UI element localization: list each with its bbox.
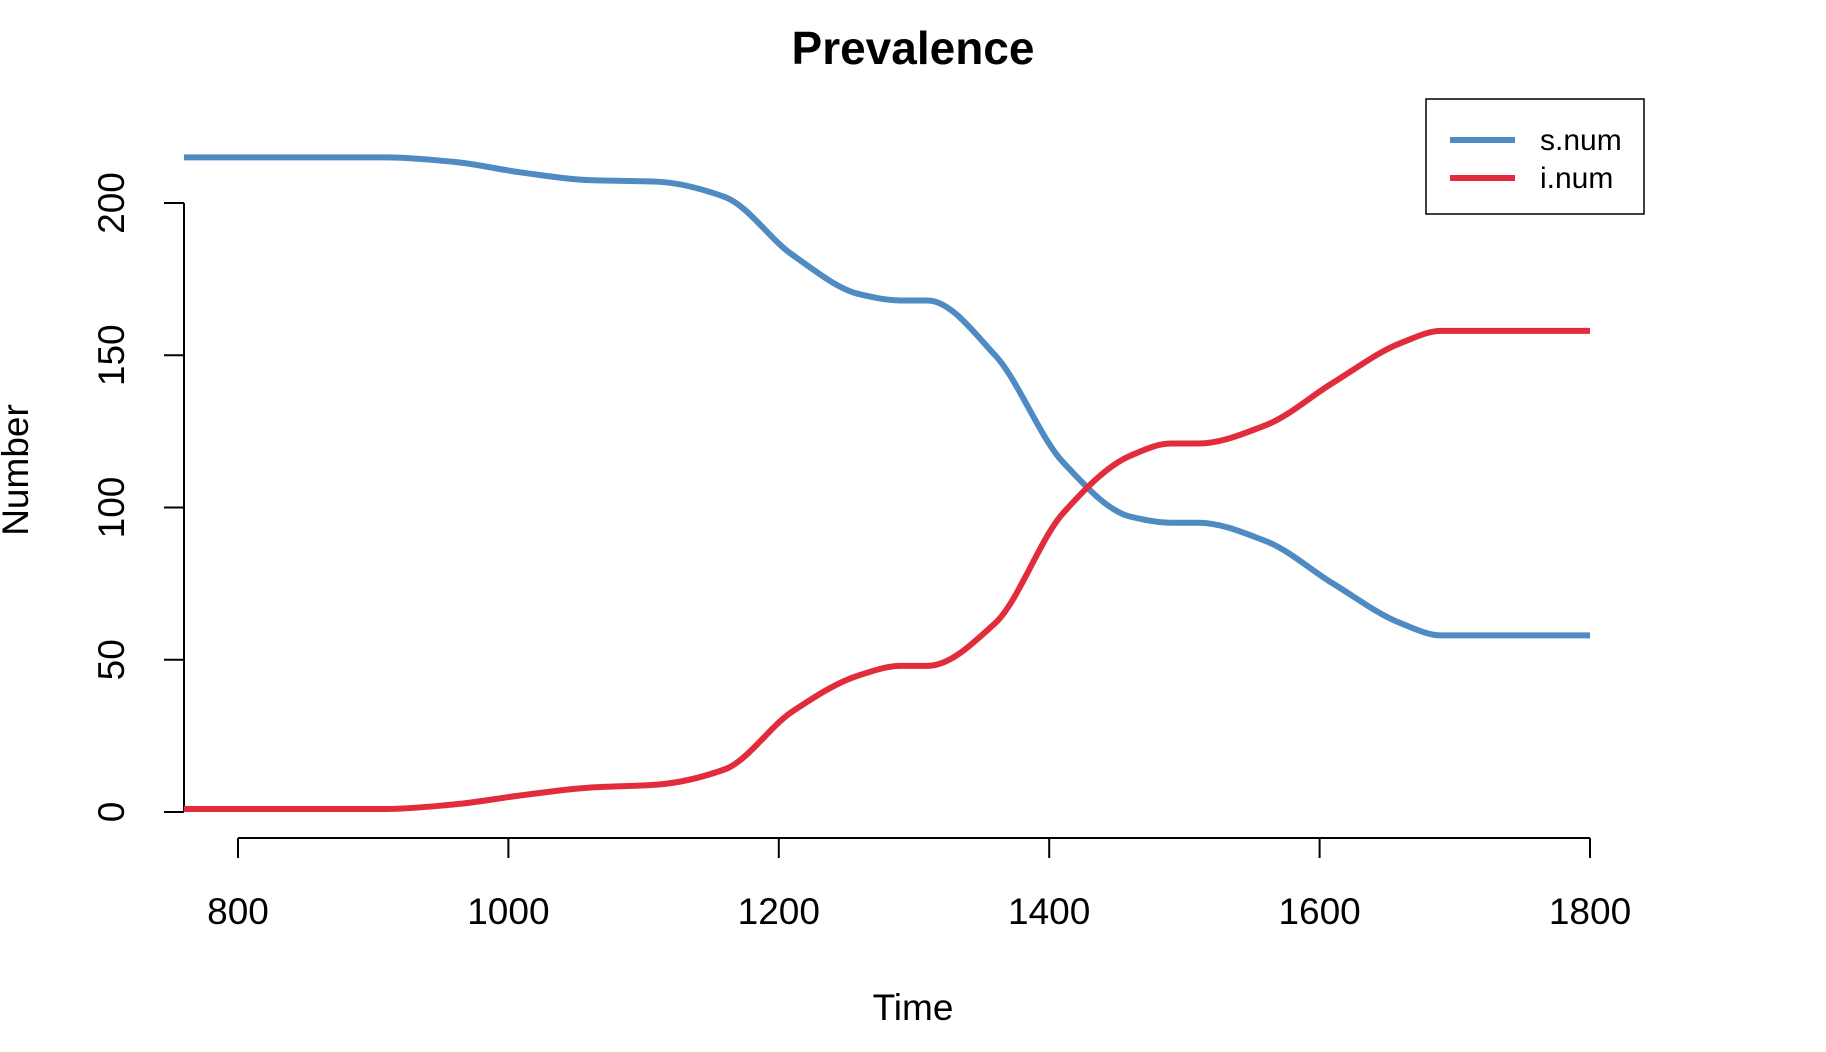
y-tick-label: 200 [91,172,132,234]
legend: s.num i.num [1425,98,1645,215]
y-tick-label: 0 [91,802,132,823]
series-line-i-num [183,327,1590,812]
x-axis-title: Time [873,987,954,1028]
x-tick-label: 1200 [738,891,820,932]
x-axis: 800 1000 1200 1400 1600 1800 [207,837,1631,932]
legend-label: s.num [1540,124,1622,157]
y-axis-title: Number [0,404,36,536]
y-tick-label: 100 [91,477,132,539]
x-tick-label: 1800 [1549,891,1631,932]
y-tick-label: 150 [91,324,132,386]
plot-area [183,154,1590,812]
y-axis: 0 50 100 150 200 [91,172,185,823]
y-tick-label: 50 [91,639,132,680]
x-tick-label: 1400 [1008,891,1090,932]
series-line-s-num [183,154,1590,639]
legend-label: i.num [1540,162,1613,195]
x-tick-label: 800 [207,891,269,932]
chart-title: Prevalence [792,22,1035,74]
x-tick-label: 1000 [467,891,549,932]
x-tick-label: 1600 [1278,891,1360,932]
legend-box [1425,98,1645,215]
